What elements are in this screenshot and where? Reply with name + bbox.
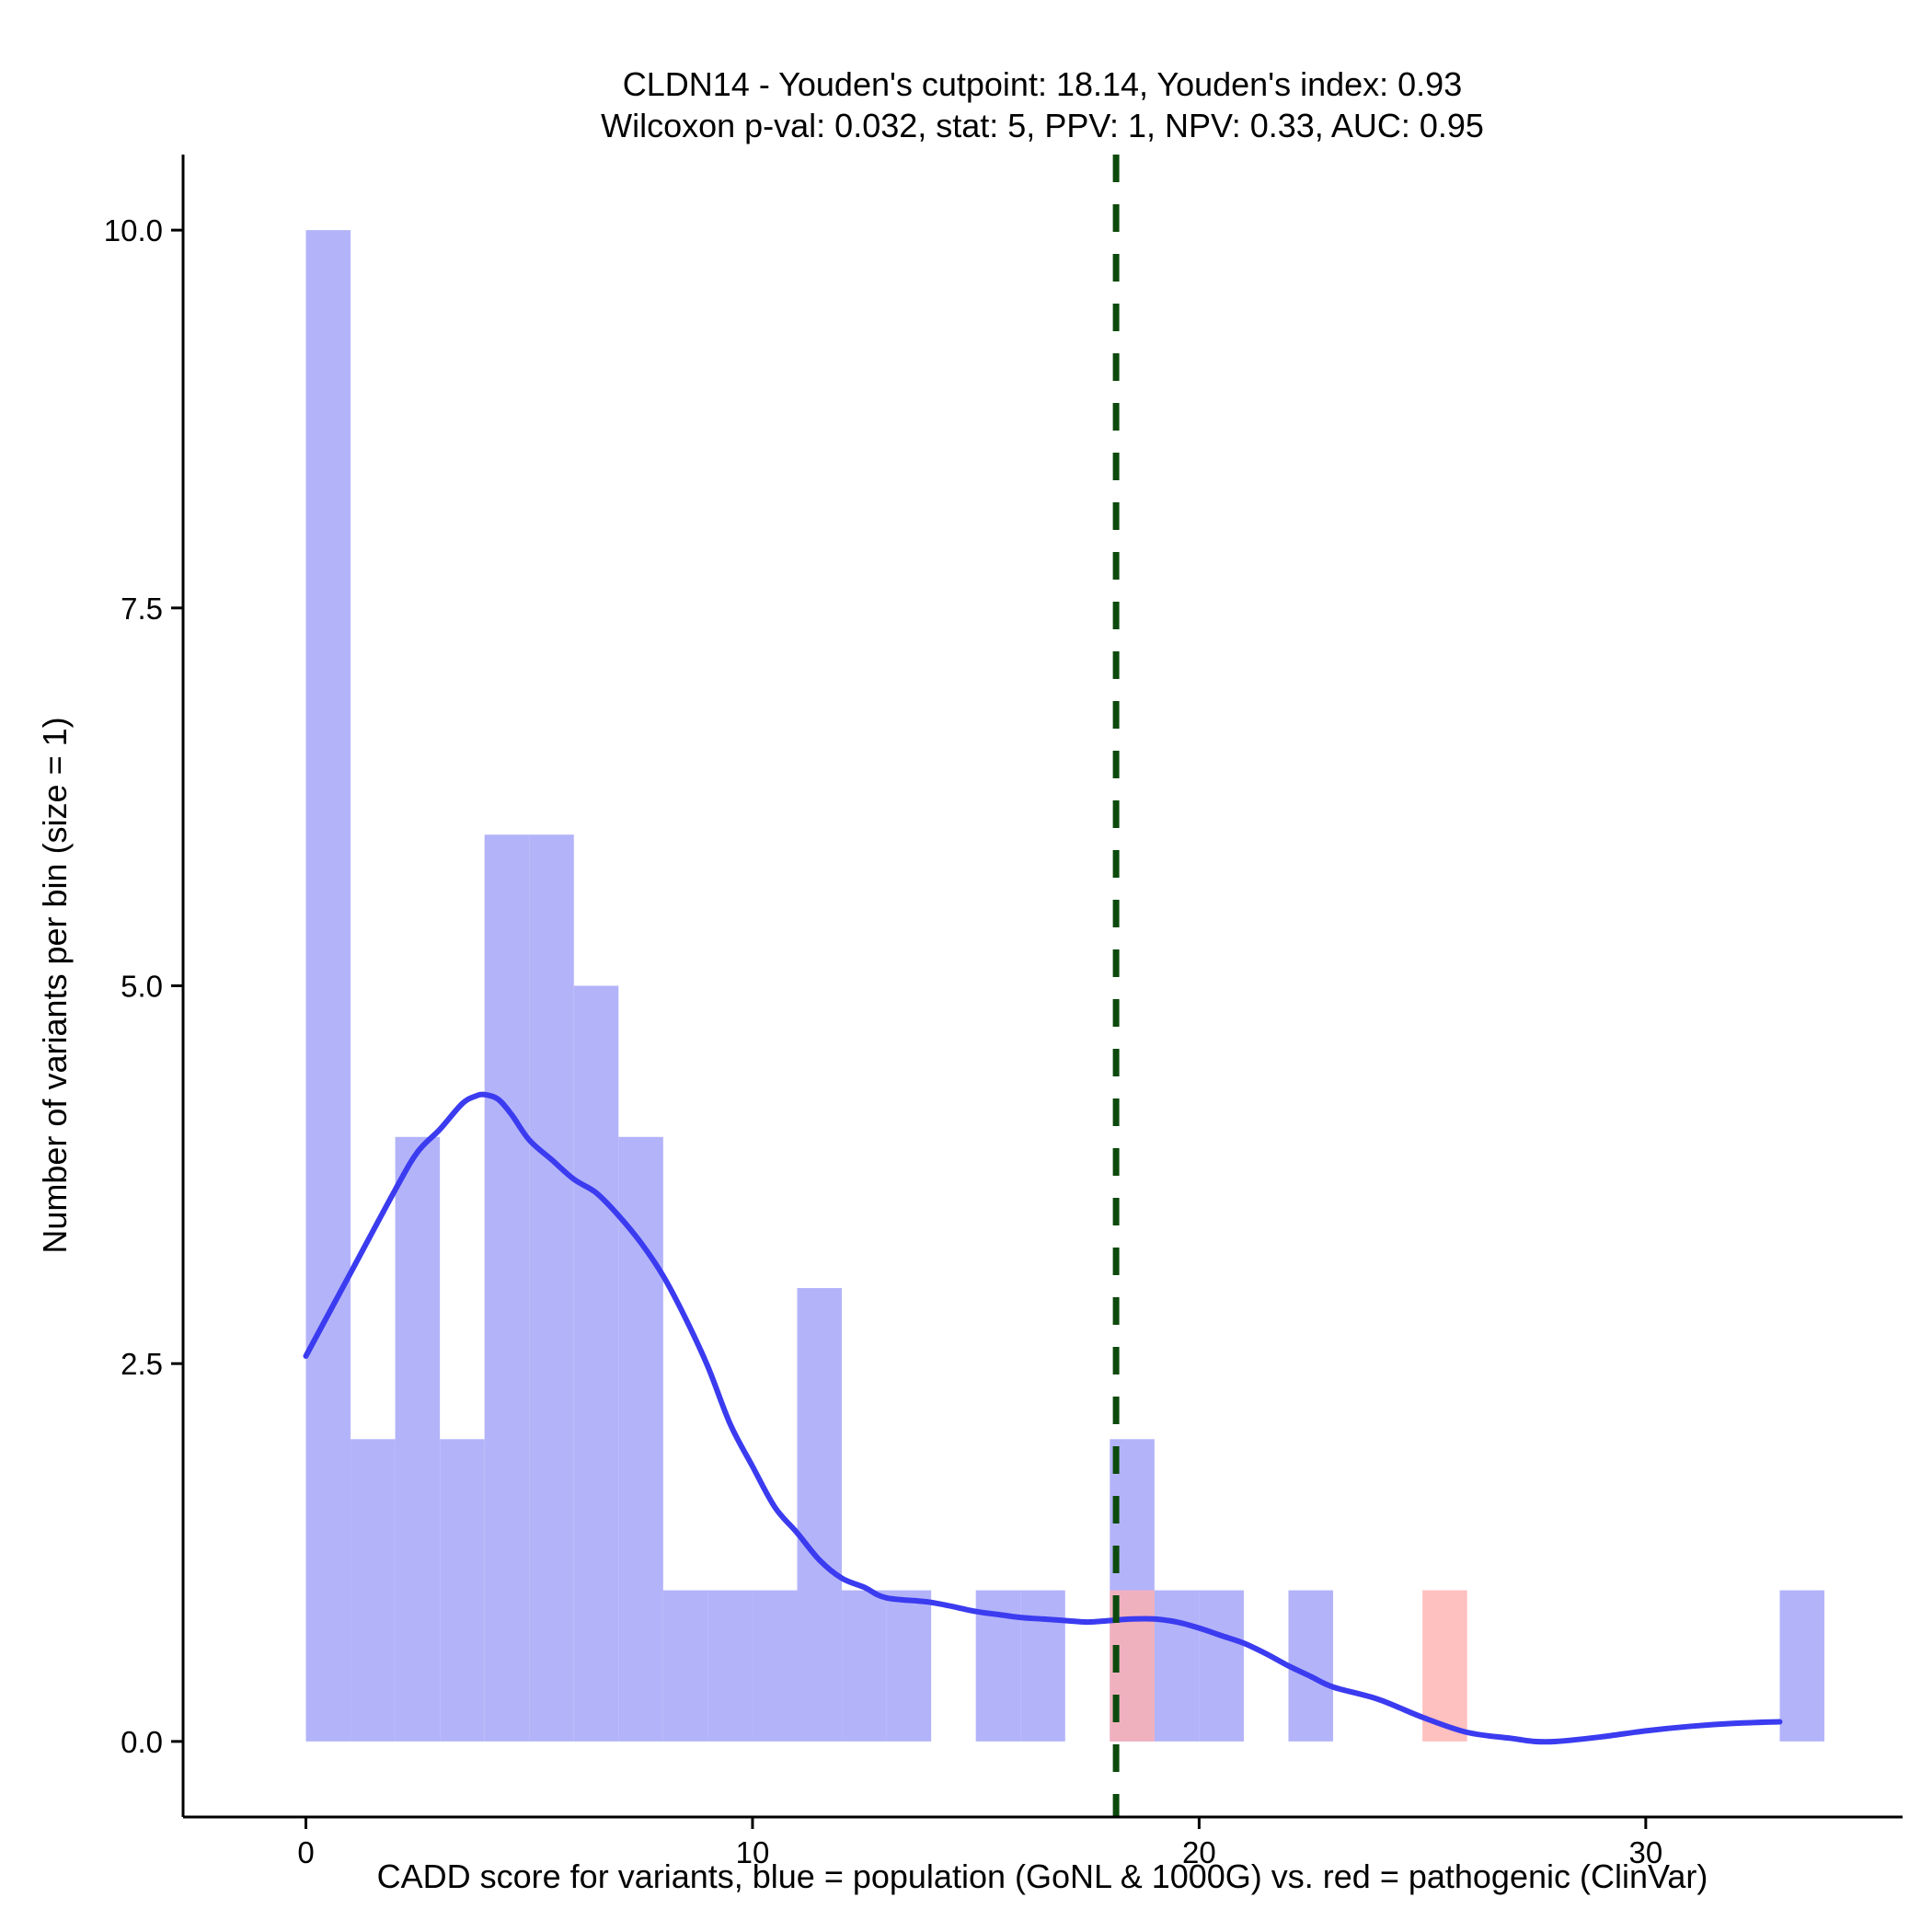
population-bar bbox=[395, 1136, 441, 1742]
population-bar bbox=[351, 1439, 396, 1742]
population-bar bbox=[752, 1590, 798, 1742]
x-axis-label: CADD score for variants, blue = populati… bbox=[377, 1857, 1708, 1895]
y-tick-label: 2.5 bbox=[121, 1347, 163, 1381]
population-bar bbox=[886, 1590, 932, 1742]
population-bar bbox=[1199, 1590, 1244, 1742]
x-tick-label: 20 bbox=[1182, 1835, 1216, 1869]
x-tick-label: 30 bbox=[1629, 1835, 1663, 1869]
population-bars bbox=[305, 230, 1825, 1742]
population-bar bbox=[529, 834, 574, 1742]
population-bar bbox=[1020, 1590, 1065, 1742]
population-bar bbox=[618, 1136, 663, 1742]
population-bar bbox=[1779, 1590, 1825, 1742]
population-bar bbox=[662, 1590, 708, 1742]
y-tick-label: 7.5 bbox=[121, 592, 163, 626]
x-tick-label: 0 bbox=[297, 1835, 314, 1869]
pathogenic-bar bbox=[1422, 1590, 1467, 1742]
population-bar bbox=[707, 1590, 753, 1742]
y-axis-ticks: 0.0 2.5 5.0 7.5 10.0 bbox=[104, 213, 183, 1759]
population-bar bbox=[1154, 1590, 1200, 1742]
y-tick-label: 0.0 bbox=[121, 1725, 163, 1759]
chart-title-line-2: Wilcoxon p-val: 0.032, stat: 5, PPV: 1, … bbox=[601, 107, 1484, 144]
y-axis-label: Number of variants per bin (size = 1) bbox=[36, 717, 74, 1253]
population-bar bbox=[484, 834, 530, 1742]
population-bar bbox=[305, 230, 351, 1742]
x-axis-ticks: 0 10 20 30 bbox=[297, 1817, 1662, 1869]
population-bar bbox=[440, 1439, 485, 1742]
population-density-curve bbox=[303, 1091, 1783, 1745]
population-bar bbox=[797, 1288, 843, 1742]
population-bar bbox=[573, 985, 619, 1742]
y-tick-label: 5.0 bbox=[121, 970, 163, 1004]
population-bar bbox=[842, 1590, 887, 1742]
y-tick-label: 10.0 bbox=[104, 213, 163, 247]
population-bar bbox=[1288, 1590, 1334, 1742]
x-tick-label: 10 bbox=[736, 1835, 770, 1869]
chart-title-line-1: CLDN14 - Youden's cutpoint: 18.14, Youde… bbox=[623, 65, 1462, 103]
